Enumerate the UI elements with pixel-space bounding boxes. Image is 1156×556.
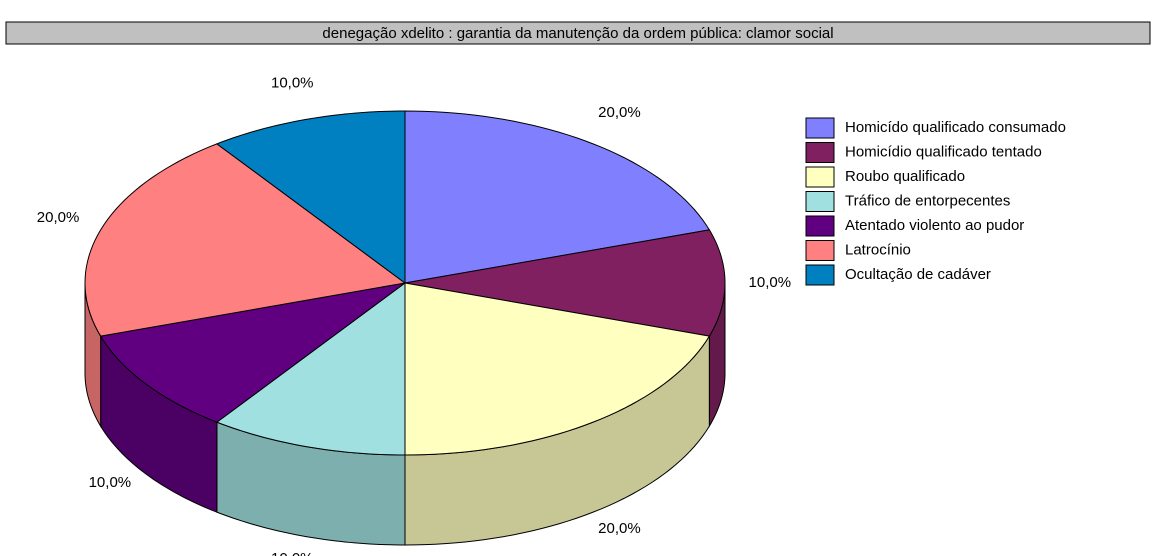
legend-swatch (805, 215, 835, 237)
data-label: 10,0% (89, 474, 132, 491)
pie-slice (84, 143, 407, 337)
legend-swatch (805, 240, 835, 261)
legend-label: Homicídio qualificado tentado (845, 143, 1042, 160)
legend-swatch (805, 166, 835, 188)
pie-slice (215, 110, 406, 284)
legend-label: Atentado violento ao pudor (845, 217, 1024, 234)
pie-slice (404, 282, 711, 456)
pie-slice (99, 282, 406, 423)
data-label: 20,0% (598, 520, 641, 537)
legend-label: Latrocínio (845, 241, 911, 258)
legend-label: Roubo qualificado (845, 168, 965, 185)
title-bar (5, 21, 1151, 45)
pie-slice (404, 110, 711, 284)
data-label: 10,0% (271, 550, 314, 556)
data-label: 10,0% (749, 274, 792, 291)
legend-swatch (805, 142, 835, 163)
legend-swatch (805, 264, 835, 286)
legend-label: Ocultação de cadáver (845, 266, 991, 283)
legend-label: Homicído qualificado consumado (845, 119, 1066, 136)
legend-swatch (805, 191, 835, 212)
data-label: 20,0% (37, 209, 80, 226)
data-label: 10,0% (271, 74, 314, 91)
data-label: 20,0% (598, 104, 641, 121)
pie-slice (404, 229, 726, 337)
legend-swatch (805, 117, 835, 139)
pie-slice (215, 282, 406, 456)
legend-label: Tráfico de entorpecentes (845, 192, 1010, 209)
chart-title: denegação xdelito : garantia da manutenç… (322, 25, 833, 42)
